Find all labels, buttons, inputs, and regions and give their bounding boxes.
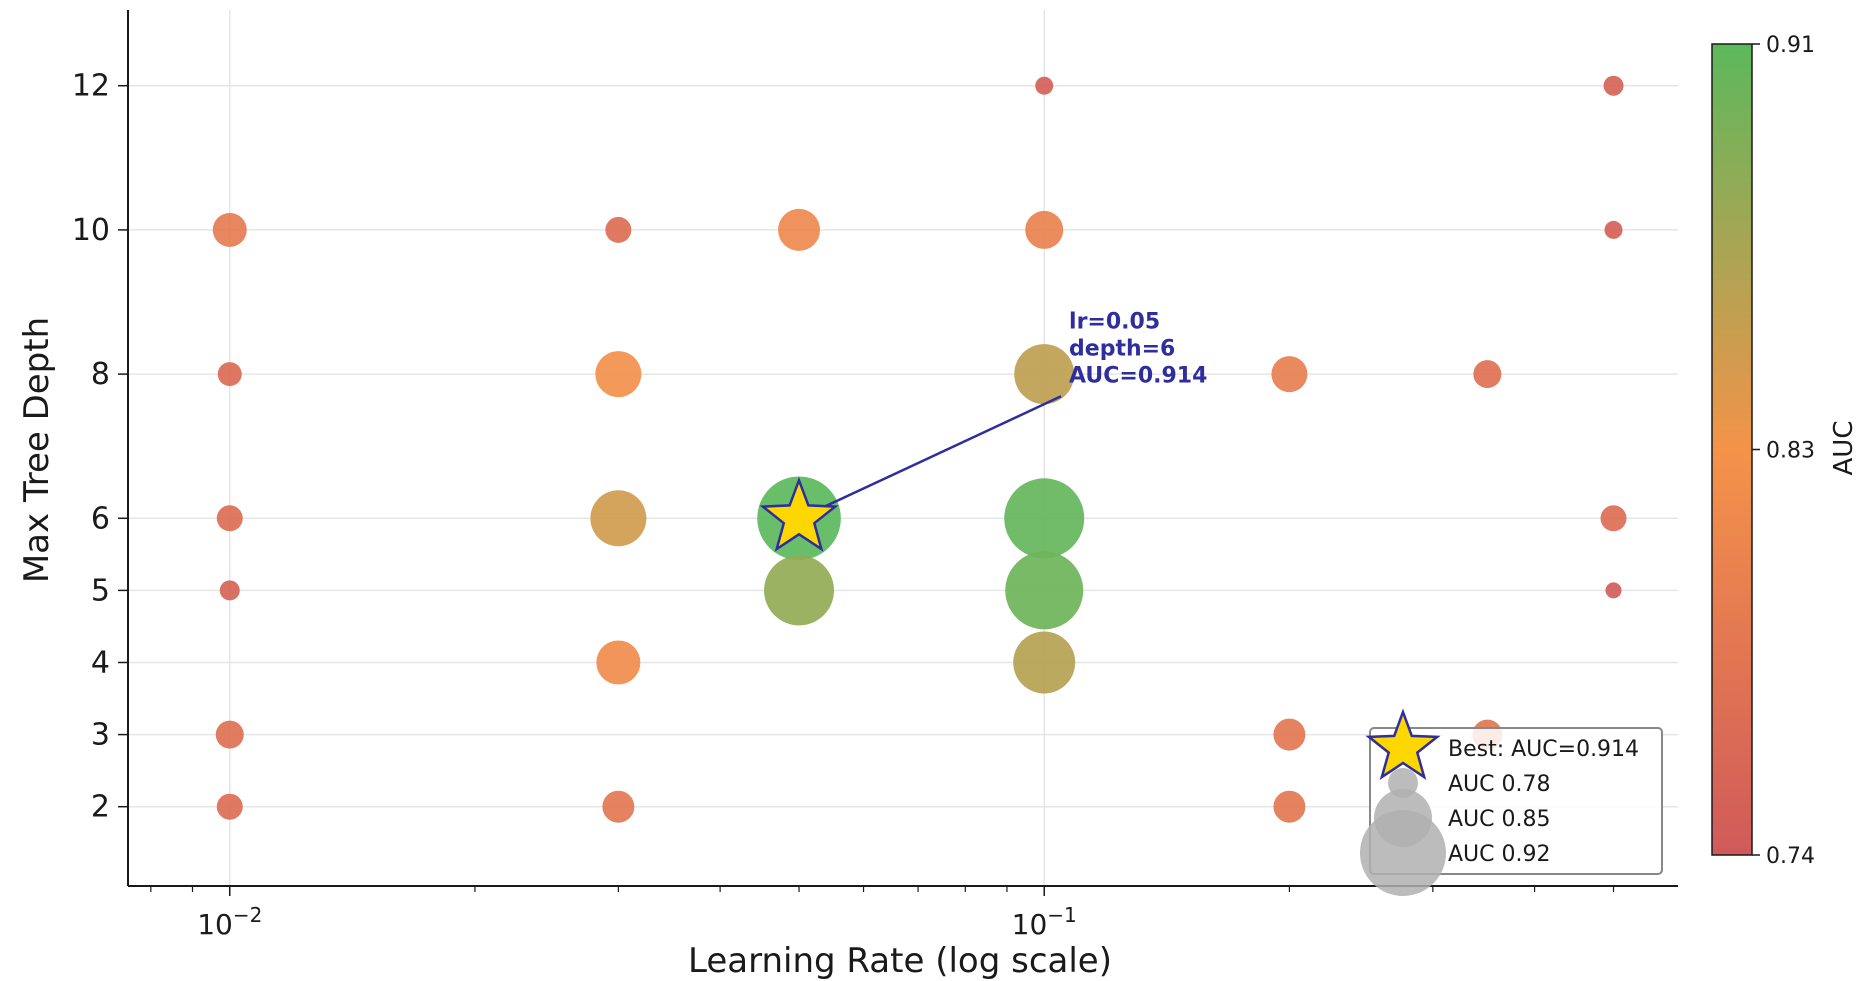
y-tick-label: 10 [72, 213, 110, 248]
data-point [602, 790, 635, 823]
data-point [764, 555, 835, 626]
x-tick-label: 10−1 [1012, 903, 1077, 941]
colorbar-title: AUC [1829, 421, 1859, 476]
x-axis-title: Learning Rate (log scale) [688, 941, 1112, 981]
data-point [778, 208, 821, 251]
y-tick-label: 8 [91, 357, 110, 392]
colorbar-tick-label: 0.83 [1766, 439, 1815, 464]
colorbar-gradient [1711, 43, 1753, 856]
y-tick-label: 5 [91, 573, 110, 608]
data-point [1273, 790, 1306, 823]
y-tick-label: 12 [72, 69, 110, 104]
data-point [216, 793, 243, 820]
data-point [1603, 75, 1624, 96]
data-point [219, 580, 240, 601]
data-point [1473, 360, 1502, 389]
axes: 2 3 4 5 6 8 10 12 10−2 10−1 [72, 10, 1678, 941]
data-point [1005, 551, 1084, 630]
y-tick-label: 3 [91, 718, 110, 753]
legend-label: Best: AUC=0.914 [1448, 737, 1639, 762]
data-point [1035, 76, 1054, 95]
annotation-line: AUC=0.914 [1069, 363, 1207, 388]
colorbar: 0.91 0.83 0.74 [1711, 33, 1815, 869]
legend-size-marker [1360, 810, 1446, 896]
data-point [590, 490, 647, 547]
data-point [1604, 220, 1623, 239]
data-point [212, 212, 247, 247]
best-star-icon [759, 476, 839, 552]
y-tick-label: 4 [91, 645, 110, 680]
legend-star-icon [1365, 708, 1441, 781]
x-tick-label: 10−2 [197, 903, 262, 941]
data-point [595, 351, 642, 398]
data-point [1605, 582, 1622, 599]
colorbar-tick-label: 0.74 [1766, 844, 1815, 869]
data-point [1025, 210, 1064, 249]
colorbar-tick-label: 0.91 [1766, 33, 1815, 58]
legend-label: AUC 0.85 [1448, 807, 1551, 832]
data-point [216, 505, 243, 532]
data-point [1271, 356, 1308, 393]
legend-label: AUC 0.92 [1448, 842, 1551, 867]
annotation-line: depth=6 [1069, 336, 1175, 361]
data-point [1014, 344, 1075, 405]
data-point [1273, 718, 1306, 751]
legend: Best: AUC=0.914 AUC 0.78 AUC 0.85 AUC 0.92 [1360, 708, 1663, 896]
data-point [1013, 631, 1076, 694]
data-point [215, 720, 244, 749]
data-point [596, 640, 641, 685]
y-tick-label: 6 [91, 501, 110, 536]
data-point [1004, 478, 1085, 559]
points [212, 75, 1627, 823]
data-point [217, 362, 242, 387]
y-axis-title: Max Tree Depth [17, 317, 57, 583]
data-point [1600, 505, 1627, 532]
legend-label: AUC 0.78 [1448, 772, 1551, 797]
annotation-arrow [820, 395, 1062, 510]
y-tick-label: 2 [91, 790, 110, 825]
data-point [605, 216, 632, 243]
annotation-line: lr=0.05 [1069, 309, 1160, 334]
grid [128, 10, 1678, 886]
